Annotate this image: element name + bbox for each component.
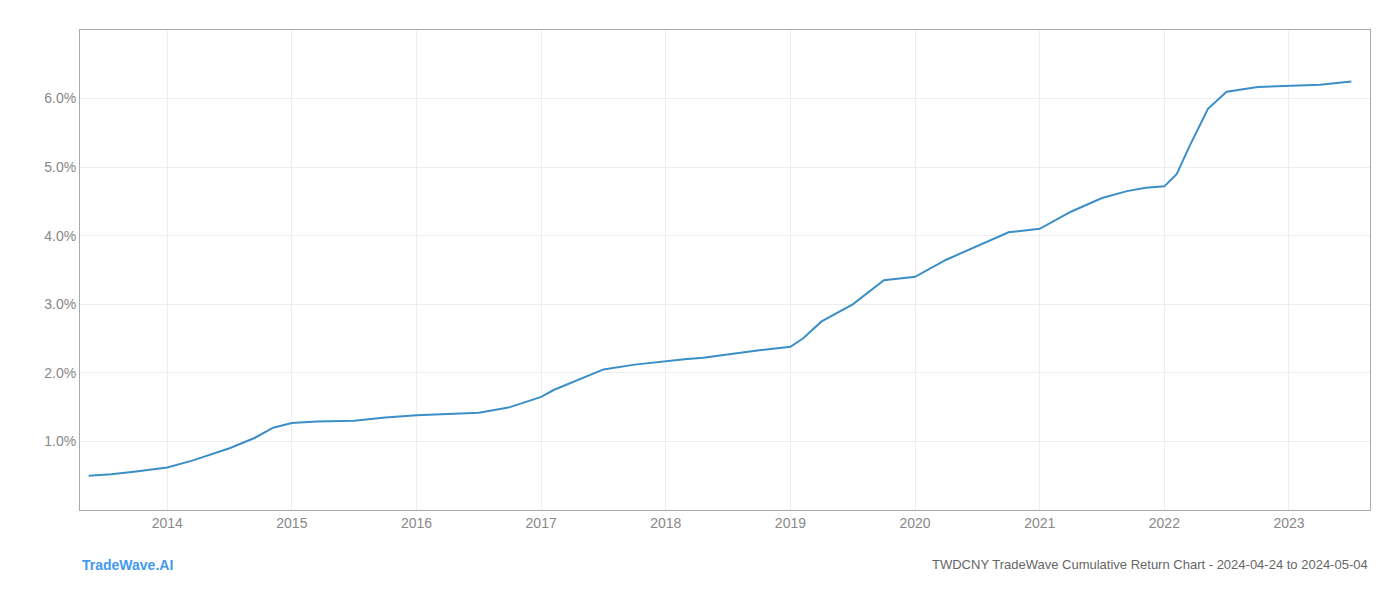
svg-text:5.0%: 5.0% <box>44 159 76 175</box>
svg-text:4.0%: 4.0% <box>44 228 76 244</box>
svg-text:2020: 2020 <box>899 515 930 531</box>
svg-text:TWDCNY TradeWave Cumulative Re: TWDCNY TradeWave Cumulative Return Chart… <box>932 557 1368 572</box>
svg-text:6.0%: 6.0% <box>44 90 76 106</box>
svg-text:2018: 2018 <box>650 515 681 531</box>
svg-text:2023: 2023 <box>1273 515 1304 531</box>
svg-text:3.0%: 3.0% <box>44 296 76 312</box>
svg-text:2021: 2021 <box>1024 515 1055 531</box>
svg-text:2019: 2019 <box>775 515 806 531</box>
svg-text:2015: 2015 <box>276 515 307 531</box>
svg-text:2022: 2022 <box>1149 515 1180 531</box>
svg-text:TradeWave.AI: TradeWave.AI <box>82 557 173 573</box>
svg-text:1.0%: 1.0% <box>44 433 76 449</box>
svg-text:2014: 2014 <box>152 515 183 531</box>
svg-text:2016: 2016 <box>401 515 432 531</box>
svg-text:2.0%: 2.0% <box>44 365 76 381</box>
svg-text:2017: 2017 <box>526 515 557 531</box>
